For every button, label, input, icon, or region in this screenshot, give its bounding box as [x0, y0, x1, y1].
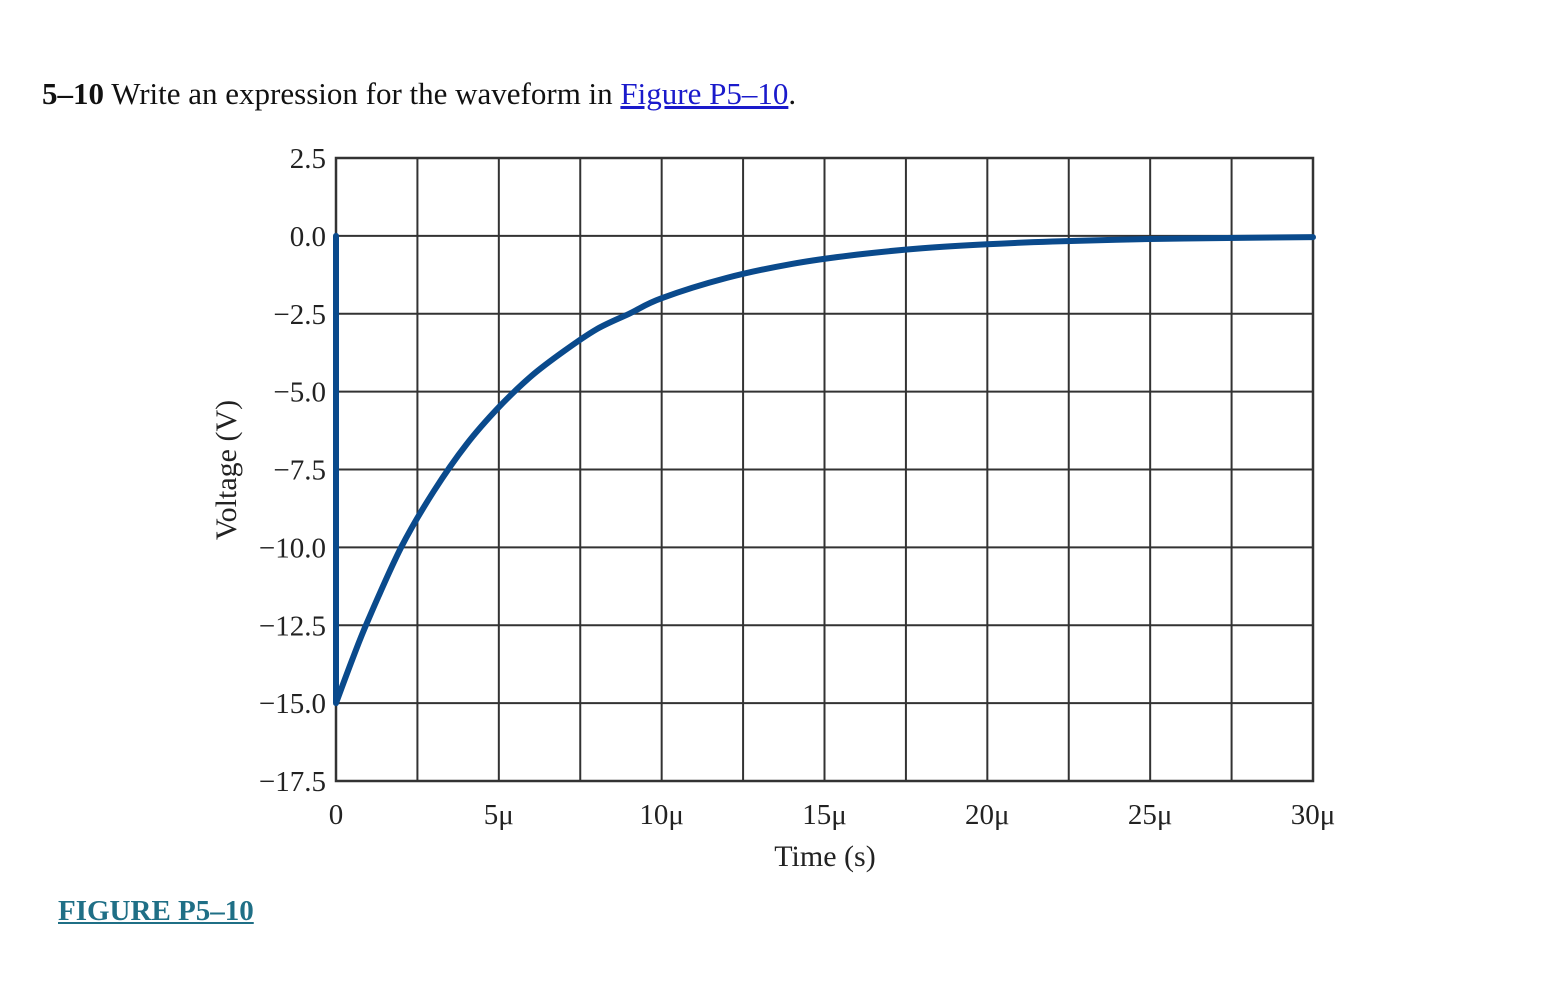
problem-period: .	[788, 76, 797, 111]
problem-statement: 5–10 Write an expression for the wavefor…	[42, 76, 796, 112]
x-tick-label: 25μ	[1128, 799, 1173, 831]
x-tick-label: 5μ	[484, 799, 514, 831]
tick-labels: 2.5 0.0 −2.5 −5.0 −7.5 −10.0 −12.5 −15.0 −17.50 5…	[259, 143, 1335, 831]
x-tick-label: 10μ	[639, 799, 684, 831]
y-tick-label: 2.5	[290, 143, 326, 175]
grid	[334, 156, 1315, 783]
y-tick-label: −17.5	[259, 766, 326, 798]
y-tick-label: −15.0	[259, 688, 326, 720]
y-tick-label: −2.5	[273, 299, 326, 331]
problem-number: 5–10	[42, 76, 104, 111]
y-tick-label: −10.0	[259, 532, 326, 564]
x-axis-label: Time (s)	[774, 840, 875, 873]
figure-label: FIGURE P5–10	[58, 895, 254, 927]
figure-link[interactable]: Figure P5–10	[620, 76, 789, 111]
x-tick-label: 0	[329, 799, 344, 831]
x-tick-label: 30μ	[1291, 799, 1336, 831]
y-tick-label: 0.0	[290, 221, 326, 253]
y-tick-label: −12.5	[259, 610, 326, 642]
series	[333, 232, 1316, 707]
y-tick-label: −7.5	[273, 455, 326, 487]
y-tick-label: −5.0	[273, 377, 326, 409]
x-tick-label: 20μ	[965, 799, 1010, 831]
x-tick-label: 15μ	[802, 799, 847, 831]
series-line-voltage	[333, 232, 1316, 707]
y-axis-label: Voltage (V)	[210, 400, 243, 540]
problem-text: Write an expression for the waveform in	[111, 76, 613, 111]
